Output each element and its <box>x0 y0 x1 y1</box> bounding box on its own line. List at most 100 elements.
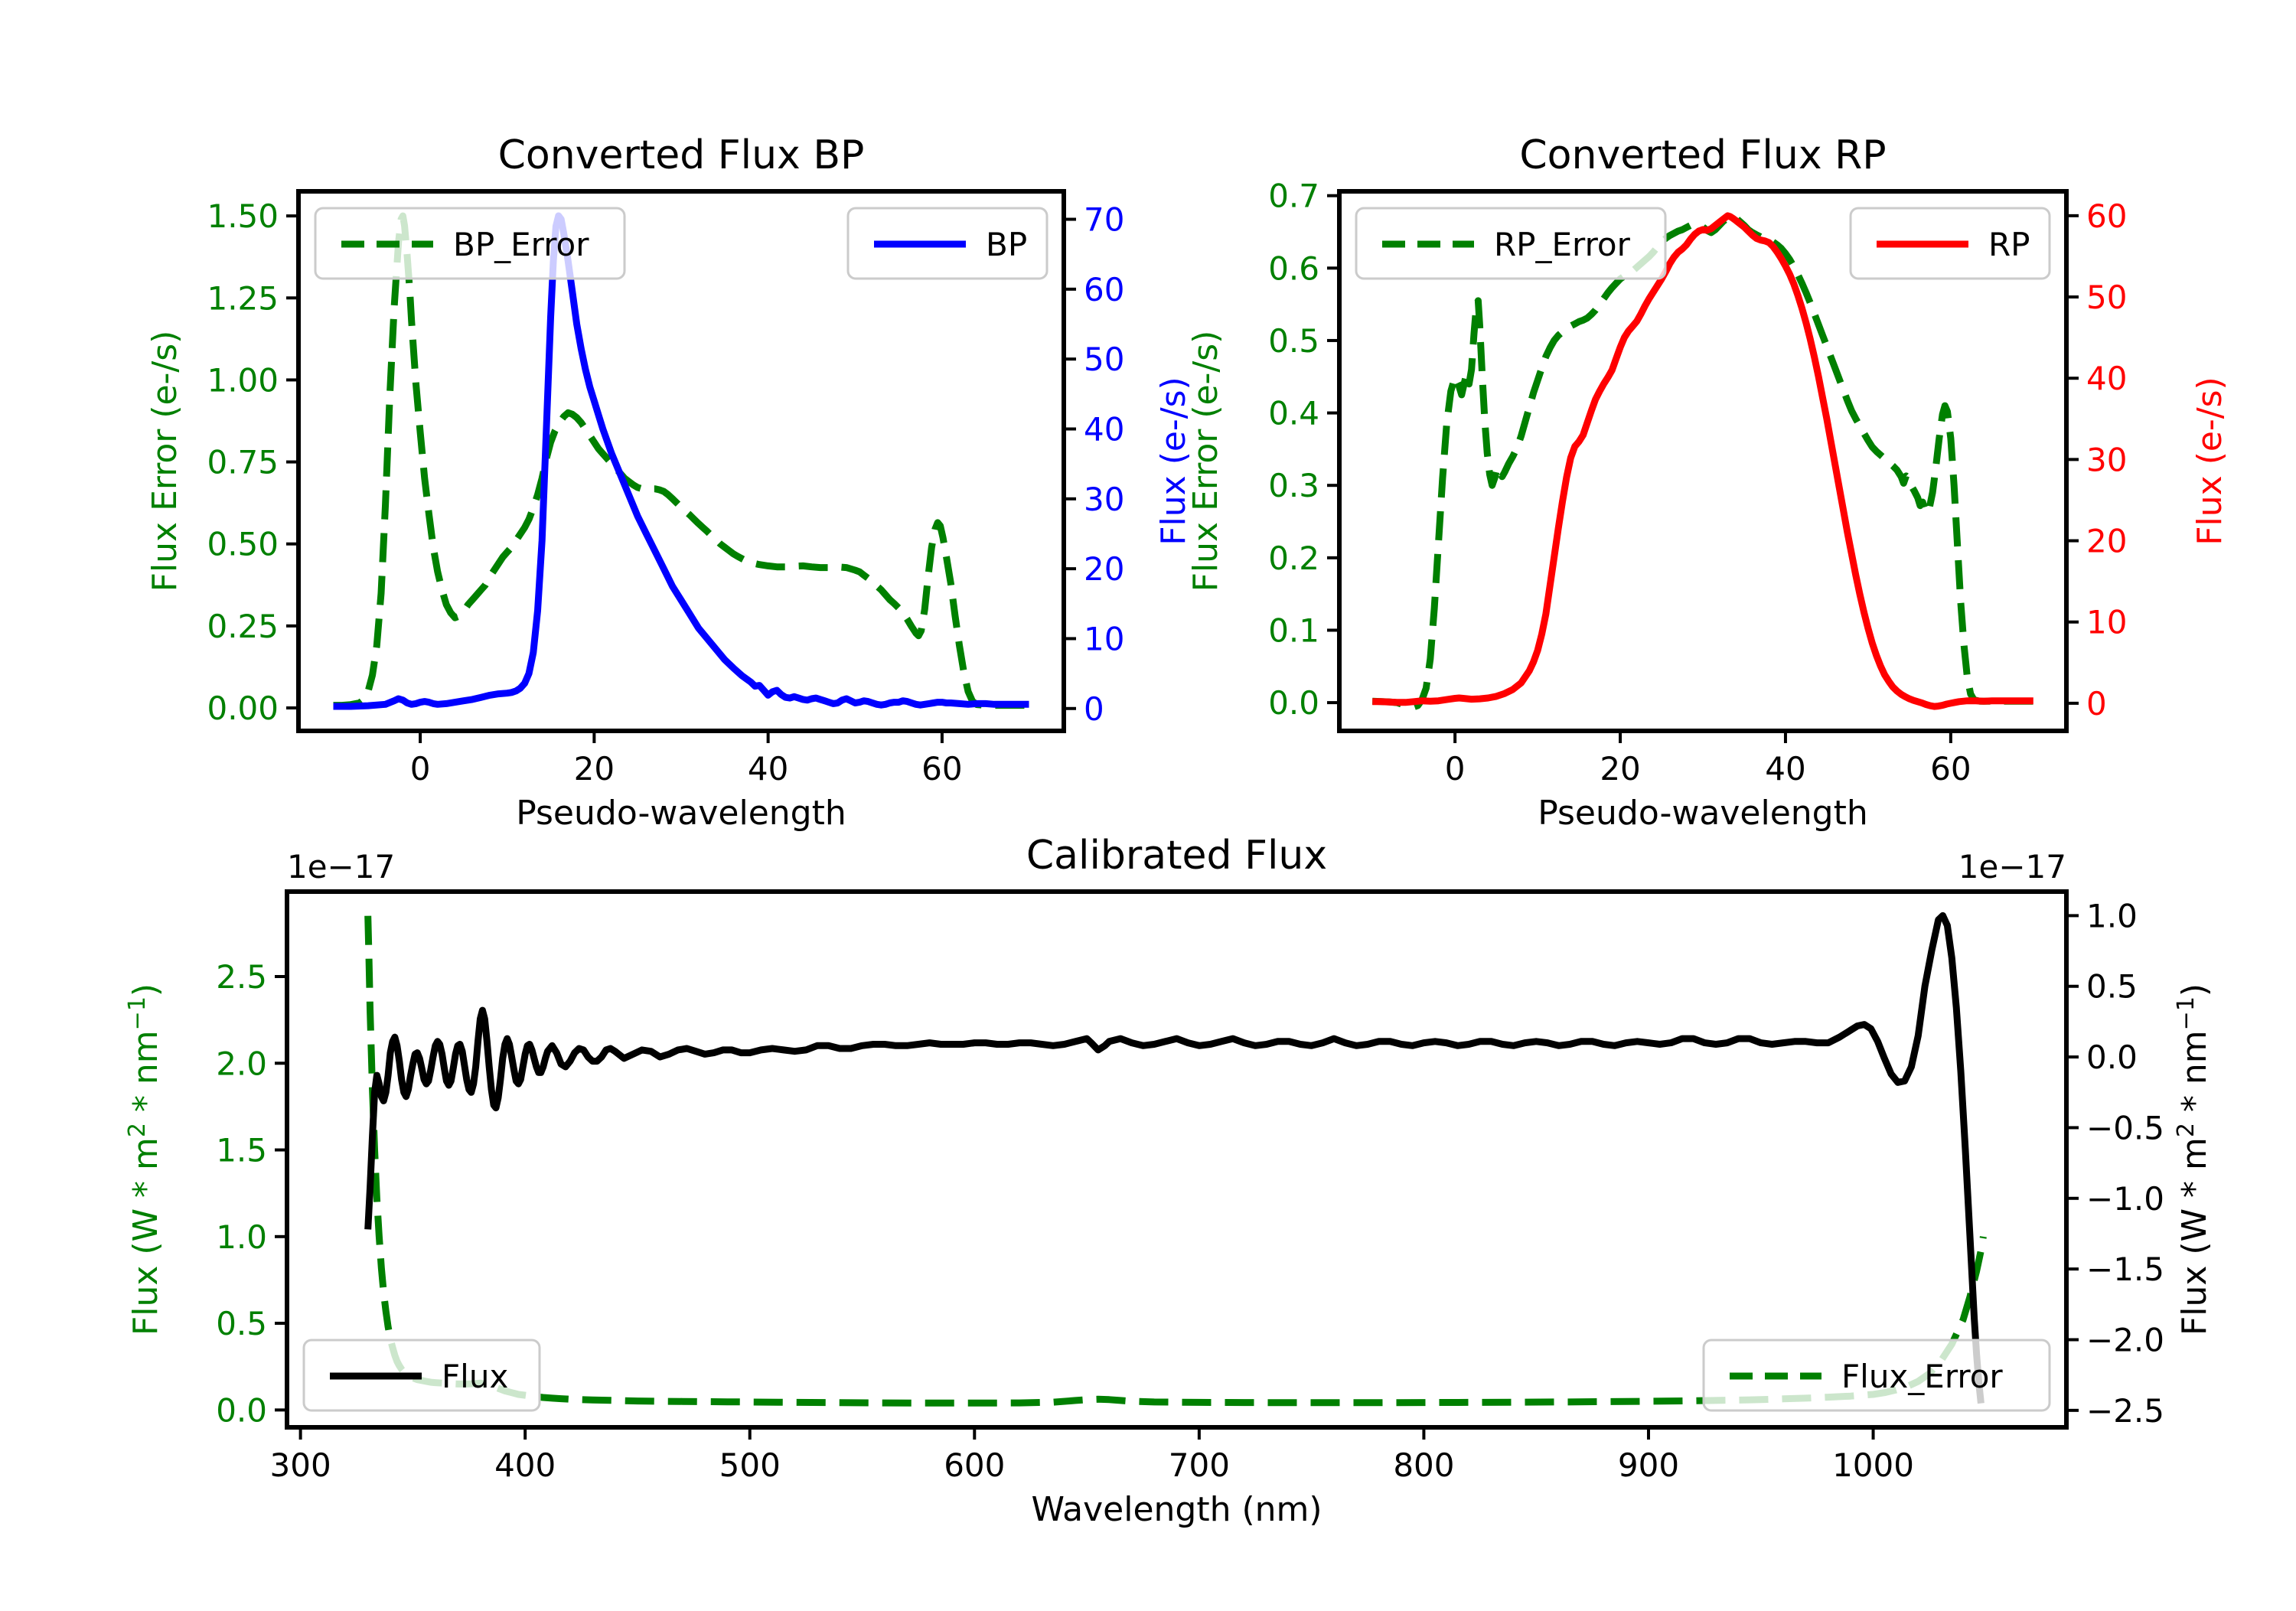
legend-label: Flux_Error <box>1841 1358 2003 1395</box>
y-tick-label-right: 0 <box>2086 685 2107 722</box>
y-axis-label-left: Flux Error (e-/s) <box>1186 331 1225 592</box>
axes-spines-calibrated <box>285 889 2069 1430</box>
y-tick-label-right: −2.0 <box>2086 1321 2164 1358</box>
y-tick-label-right: 0.0 <box>2086 1039 2138 1076</box>
y-tick-label-left: 1.5 <box>216 1132 267 1169</box>
y-tick-label-right: 40 <box>2086 360 2127 397</box>
subplot-title: Converted Flux BP <box>498 132 865 178</box>
y-tick-label-left: 0.4 <box>1268 395 1319 432</box>
x-axis-calibrated: 300 400 500 600 700 800 900 1000 <box>270 1427 1914 1484</box>
y-tick-label-right: 60 <box>2086 197 2127 235</box>
y-tick-label-right: 10 <box>2086 604 2127 641</box>
y-tick-label-left: 0.1 <box>1268 611 1319 649</box>
legend-box <box>1355 207 1667 280</box>
y-axis-left-calibrated: 0.0 0.5 1.0 1.5 2.0 2.5 <box>216 958 287 1429</box>
y-tick-label-left: 1.25 <box>207 279 279 317</box>
y-tick-label-left: 0.25 <box>207 608 279 645</box>
y-tick-label-right: 0 <box>1084 690 1104 728</box>
y-tick-label-left: 0.7 <box>1268 178 1319 215</box>
subplot-rp: 0 20 40 60 0.0 0.1 0.2 0.3 0.4 0.5 0.6 0.7 0 10 20 30 40… <box>1186 132 2229 833</box>
x-tick-label: 1000 <box>1832 1446 1914 1484</box>
y-tick-label-left: 0.0 <box>216 1391 267 1429</box>
y-axis-right-rp: 0 10 20 30 40 50 60 <box>2066 197 2127 722</box>
x-tick-label: 60 <box>1930 750 1971 788</box>
legend-bp_error: BP_Error <box>314 207 626 280</box>
y-tick-label-left: 1.00 <box>207 361 279 399</box>
subplot-title: Calibrated Flux <box>1026 833 1327 879</box>
x-axis-label: Pseudo-wavelength <box>1538 794 1868 833</box>
y-axis-right-calibrated: 1.0 0.5 0.0 −0.5 −1.0 −1.5 −2.0 −2.5 <box>2066 897 2164 1430</box>
y-tick-label-left: 0.6 <box>1268 249 1319 287</box>
y-tick-label-left: 0.00 <box>207 690 279 727</box>
x-tick-label: 20 <box>574 750 615 788</box>
y-tick-label-left: 0.75 <box>207 444 279 481</box>
y-tick-label-right: −2.5 <box>2086 1392 2164 1430</box>
x-tick-label: 40 <box>748 750 788 788</box>
series-line-Flux <box>364 911 1985 1404</box>
legend-label: RP_Error <box>1494 226 1631 263</box>
y-tick-label-left: 0.50 <box>207 526 279 563</box>
y-tick-label-right: 40 <box>1084 410 1124 448</box>
y-axis-right-bp: 0 10 20 30 40 50 60 70 <box>1064 201 1124 728</box>
y-tick-label-left: 0.2 <box>1268 540 1319 577</box>
y-axis-label-left: Flux Error (e-/s) <box>145 331 184 592</box>
y-tick-label-left: 0.0 <box>1268 684 1319 722</box>
x-tick-label: 800 <box>1393 1446 1454 1484</box>
y-tick-label-right: −1.5 <box>2086 1251 2164 1288</box>
y-axis-label-left: Flux (W * m2 * nm−1) <box>124 983 165 1335</box>
legend-flux: Flux <box>302 1339 541 1412</box>
y-tick-label-right: −1.0 <box>2086 1180 2164 1218</box>
x-tick-label: 300 <box>270 1446 331 1484</box>
offset-text-right: 1e−17 <box>1958 848 2066 885</box>
x-tick-label: 600 <box>944 1446 1005 1484</box>
y-axis-left-rp: 0.0 0.1 0.2 0.3 0.4 0.5 0.6 0.7 <box>1268 178 1339 722</box>
y-tick-label-right: 60 <box>1084 271 1124 308</box>
y-tick-label-right: −0.5 <box>2086 1109 2164 1146</box>
y-tick-label-right: 10 <box>1084 620 1124 657</box>
x-tick-label: 0 <box>1445 750 1466 788</box>
series-line-BP_Error <box>333 212 1029 709</box>
x-tick-label: 20 <box>1600 750 1640 788</box>
x-tick-label: 60 <box>921 750 962 788</box>
y-tick-label-right: 50 <box>1084 341 1124 378</box>
legend-label: RP <box>1988 226 2030 263</box>
legend-label: BP_Error <box>453 226 589 263</box>
y-axis-label-right: Flux (e-/s) <box>2190 377 2229 545</box>
legend-box <box>314 207 626 280</box>
y-tick-label-right: 50 <box>2086 279 2127 316</box>
y-tick-label-right: 30 <box>2086 441 2127 478</box>
x-tick-label: 700 <box>1169 1446 1230 1484</box>
y-tick-label-right: 70 <box>1084 201 1124 239</box>
x-tick-label: 500 <box>719 1446 781 1484</box>
y-tick-label-right: 20 <box>1084 550 1124 588</box>
y-tick-label-left: 0.3 <box>1268 467 1319 504</box>
legend-label: Flux <box>442 1358 508 1395</box>
x-tick-label: 900 <box>1618 1446 1679 1484</box>
legend-flux_error: Flux_Error <box>1702 1339 2051 1412</box>
subplot-calibrated: 300 400 500 600 700 800 900 1000 0.0 0.5 1.0 1.5 2.0… <box>124 833 2214 1529</box>
legend-rp: RP <box>1849 207 2051 280</box>
axes-spines-rp <box>1337 189 2069 733</box>
legend-label: BP <box>986 226 1027 263</box>
x-tick-label: 400 <box>494 1446 556 1484</box>
y-tick-label-left: 0.5 <box>1268 322 1319 360</box>
x-axis-label: Wavelength (nm) <box>1031 1490 1322 1529</box>
offset-text-left: 1e−17 <box>287 848 395 885</box>
x-axis-rp: 0 20 40 60 <box>1445 731 1971 788</box>
plot-area-rp <box>1372 212 2033 711</box>
y-axis-label-right: Flux (e-/s) <box>1154 377 1193 545</box>
plot-area-bp <box>333 212 1029 710</box>
y-tick-label-left: 2.5 <box>216 958 267 996</box>
legend-rp_error: RP_Error <box>1355 207 1667 280</box>
legend-bp: BP <box>846 207 1049 280</box>
subplot-bp: 0 20 40 60 0.00 0.25 0.50 0.75 1.00 1.25 1.50 0 10 20… <box>145 132 1193 833</box>
y-axis-left-bp: 0.00 0.25 0.50 0.75 1.00 1.25 1.50 <box>207 197 298 727</box>
y-axis-label-right: Flux (W * m2 * nm−1) <box>2173 983 2214 1335</box>
y-tick-label-left: 0.5 <box>216 1305 267 1342</box>
subplot-title: Converted Flux RP <box>1519 132 1886 178</box>
x-axis-bp: 0 20 40 60 <box>410 731 963 788</box>
y-tick-label-left: 1.50 <box>207 197 279 235</box>
x-tick-label: 40 <box>1765 750 1805 788</box>
